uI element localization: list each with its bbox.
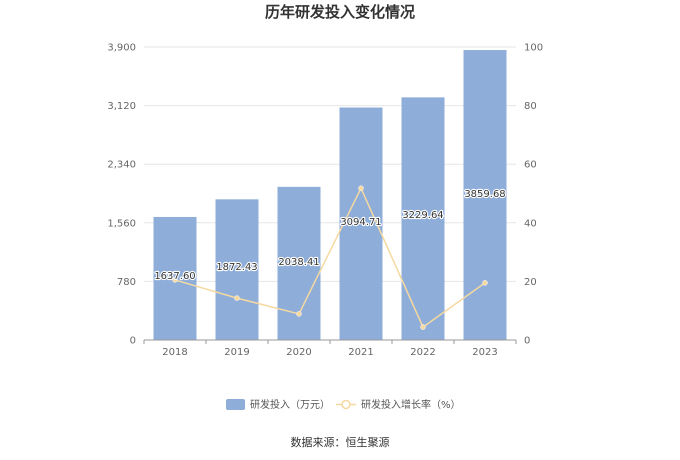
growth-point — [358, 185, 364, 191]
growth-point — [482, 280, 488, 286]
growth-line — [174, 186, 486, 329]
legend-line-label: 研发投入增长率（%） — [361, 398, 461, 411]
left-tick-label: 780 — [117, 277, 136, 288]
bar-value-label: 1637.60 — [154, 271, 195, 282]
x-tick-label: 2018 — [162, 347, 187, 358]
bar-value-label: 3859.68 — [464, 189, 505, 200]
x-tick-label: 2021 — [348, 347, 373, 358]
left-y-axis: 0 780 1,560 2,340 3,120 3,900 — [107, 43, 136, 347]
right-tick-label: 0 — [524, 336, 530, 347]
data-labels: 1637.60 1872.43 2038.41 3094.71 3229.64 3859.… — [153, 188, 507, 283]
x-axis: 2018 2019 2020 2021 2022 2023 — [143, 339, 517, 358]
bar — [339, 107, 383, 340]
bar-value-label: 2038.41 — [278, 257, 319, 268]
right-tick-label: 100 — [524, 43, 543, 54]
right-tick-label: 60 — [524, 160, 537, 171]
chart-title: 历年研发投入变化情况 — [265, 3, 415, 21]
growth-point — [296, 311, 302, 317]
right-y-axis: 0 20 40 60 80 100 — [524, 43, 543, 347]
x-tick-label: 2020 — [286, 347, 311, 358]
left-tick-label: 0 — [130, 336, 136, 347]
x-tick-label: 2019 — [224, 347, 249, 358]
x-tick-label: 2023 — [472, 347, 497, 358]
legend: 研发投入（万元） 研发投入增长率（%） — [226, 398, 461, 411]
right-tick-label: 80 — [524, 101, 537, 112]
right-tick-label: 20 — [524, 277, 537, 288]
bar-value-label: 3094.71 — [340, 217, 381, 228]
left-tick-label: 3,120 — [107, 101, 136, 112]
x-tick-label: 2022 — [410, 347, 435, 358]
bar — [463, 50, 507, 340]
line-series — [172, 185, 488, 330]
source-note: 数据来源：恒生聚源 — [291, 435, 390, 449]
gridlines — [144, 46, 516, 282]
bar-value-label: 1872.43 — [216, 262, 257, 273]
left-tick-label: 2,340 — [107, 160, 136, 171]
legend-bar-swatch — [226, 399, 245, 410]
legend-line-marker — [341, 399, 351, 410]
left-tick-label: 3,900 — [107, 43, 136, 54]
bar-value-label: 3229.64 — [402, 210, 443, 221]
growth-point — [234, 295, 240, 301]
legend-bar-label: 研发投入（万元） — [250, 398, 330, 411]
bar — [215, 199, 259, 340]
growth-point — [420, 324, 426, 330]
bar — [401, 97, 445, 340]
right-tick-label: 40 — [524, 218, 537, 229]
growth-point — [172, 277, 178, 283]
bar-series — [153, 50, 507, 340]
left-tick-label: 1,560 — [107, 218, 136, 229]
